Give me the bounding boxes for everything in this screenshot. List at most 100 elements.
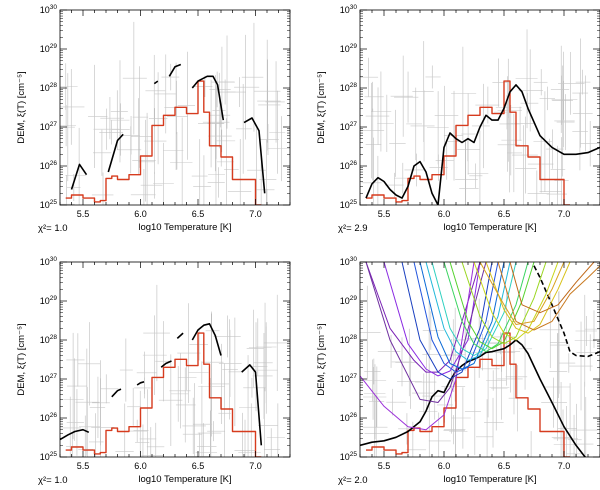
y-tick-label: 1027: [40, 373, 58, 384]
fit-segment-line-2: [70, 163, 88, 190]
fit-segment-line-7: [243, 117, 266, 194]
em-loci-line-6: [360, 262, 475, 431]
x-tick-label: 5.5: [77, 461, 90, 471]
x-tick-label: 6.0: [134, 461, 147, 471]
em-loci-line-16: [473, 262, 559, 341]
y-tick-label: 1029: [40, 43, 58, 54]
x-tick-label: 5.5: [378, 209, 391, 219]
y-tick-label: 1030: [340, 4, 358, 15]
fit-line-2: [365, 84, 600, 205]
y-tick-label: 1027: [340, 121, 358, 132]
y-tick-label: 1029: [340, 43, 358, 54]
y-axis-label: DEM, ξ(T) [cm⁻⁵]: [16, 323, 27, 395]
x-tick-label: 7.0: [249, 461, 262, 471]
fit-segment-line-3: [111, 388, 122, 398]
y-axis-label: DEM, ξ(T) [cm⁻⁵]: [16, 71, 27, 143]
y-axis-ticks: 1025 1026 1027 1028 1029 1030: [340, 256, 600, 462]
em-loci-line-12: [431, 262, 517, 356]
em-loci-line-10: [419, 262, 505, 370]
y-tick-label: 1027: [340, 373, 358, 384]
y-axis-label: DEM, ξ(T) [cm⁻⁵]: [316, 323, 327, 395]
fit-segment-line-4: [136, 381, 145, 386]
x-axis-ticks: 5.5 6.0 6.5 7.0: [359, 262, 600, 471]
em-loci-line-19: [497, 262, 600, 331]
em-loci-line-15: [461, 262, 547, 345]
em-loci-line-13: [443, 262, 529, 353]
x-tick-label: 6.0: [134, 209, 147, 219]
dem-panel-4: 5.5 6.0 6.5 7.0 1025 1026 1027 1028 1029 1030 DEM,…: [316, 256, 600, 486]
x-axis-label: log10 Temperature [K]: [138, 222, 231, 233]
y-axis-ticks: 1025 1026 1027 1028 1029 1030: [40, 4, 290, 210]
x-tick-label: 6.0: [438, 209, 451, 219]
fit-segment-line-7: [191, 323, 222, 356]
fit-segment-line-4: [153, 80, 159, 85]
em-loci-line-17: [485, 262, 571, 334]
x-tick-label: 5.5: [77, 209, 90, 219]
dem-panel-3: 5.5 6.0 6.5 7.0 1025 1026 1027 1028 1029 1030 DEM,…: [16, 256, 291, 486]
x-tick-label: 7.0: [558, 209, 571, 219]
fit-segment-line-8: [241, 364, 263, 446]
chi-squared-label: χ²= 2.0: [338, 475, 368, 486]
em-loci-line-11: [425, 262, 511, 361]
chi-squared-label: χ²= 1.0: [38, 223, 68, 234]
fit-segment-line-5: [160, 360, 172, 368]
y-axis-ticks: 1025 1026 1027 1028 1029 1030: [340, 4, 600, 210]
y-tick-label: 1025: [40, 199, 58, 210]
y-tick-label: 1028: [40, 334, 58, 345]
y-tick-label: 1028: [40, 82, 58, 93]
em-loci-line-9: [413, 262, 499, 373]
x-tick-label: 7.0: [558, 461, 571, 471]
fit-segment-line-2: [60, 428, 90, 441]
x-axis-ticks: 5.5 6.0 6.5 7.0: [59, 262, 291, 471]
x-tick-label: 6.0: [438, 461, 451, 471]
x-tick-label: 7.0: [249, 209, 262, 219]
y-axis-label: DEM, ξ(T) [cm⁻⁵]: [316, 71, 327, 143]
x-tick-label: 6.5: [192, 209, 205, 219]
fit-segment-line-5: [168, 63, 182, 77]
step-line-1: [65, 80, 262, 205]
em-loci-line-18: [479, 262, 565, 325]
y-tick-label: 1027: [40, 121, 58, 132]
x-axis-label: log10 Temperature [K]: [443, 474, 536, 485]
em-loci-line-14: [449, 262, 535, 350]
fit-line-2: [360, 339, 587, 457]
x-tick-label: 6.5: [498, 461, 511, 471]
y-tick-label: 1026: [340, 160, 358, 171]
x-tick-label: 6.5: [192, 461, 205, 471]
y-tick-label: 1026: [340, 412, 358, 423]
y-tick-label: 1029: [40, 295, 58, 306]
em-loci-line-5: [383, 262, 481, 377]
y-tick-label: 1025: [340, 199, 358, 210]
y-tick-label: 1029: [340, 295, 358, 306]
error-bars: [60, 284, 290, 457]
error-bars: [360, 29, 600, 205]
step-line-1: [65, 332, 262, 457]
y-axis-ticks: 1025 1026 1027 1028 1029 1030: [40, 256, 290, 462]
dem-panel-2: 5.5 6.0 6.5 7.0 1025 1026 1027 1028 1029 1030 DEM,…: [316, 4, 600, 234]
y-tick-label: 1030: [340, 256, 358, 267]
x-axis-ticks: 5.5 6.0 6.5 7.0: [359, 10, 600, 219]
chi-squared-label: χ²= 2.9: [338, 223, 368, 234]
em-loci-line-20: [509, 262, 595, 314]
y-tick-label: 1030: [40, 4, 58, 15]
y-tick-label: 1025: [40, 451, 58, 462]
y-tick-label: 1026: [40, 160, 58, 171]
em-loci-line-7: [365, 262, 487, 403]
y-tick-label: 1028: [340, 82, 358, 93]
chi-squared-label: χ²= 1.0: [38, 475, 68, 486]
fit-segment-line-6: [176, 332, 184, 339]
fit-segment-line-6: [191, 75, 225, 121]
y-tick-label: 1025: [340, 451, 358, 462]
fit-segment-line-3: [107, 133, 124, 173]
y-tick-label: 1028: [340, 334, 358, 345]
x-axis-ticks: 5.5 6.0 6.5 7.0: [59, 10, 291, 219]
x-tick-label: 5.5: [378, 461, 391, 471]
em-loci-line-8: [401, 262, 493, 380]
step-line-1: [366, 80, 570, 205]
x-axis-label: log10 Temperature [K]: [443, 222, 536, 233]
dem-panel-1: 5.5 6.0 6.5 7.0 1025 1026 1027 1028 1029 1030 DEM,…: [16, 4, 291, 234]
x-tick-label: 6.5: [498, 209, 511, 219]
error-bars: [360, 285, 600, 457]
y-tick-label: 1030: [40, 256, 58, 267]
